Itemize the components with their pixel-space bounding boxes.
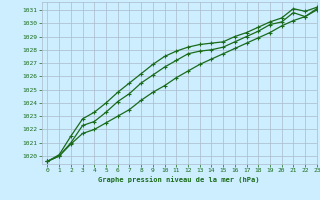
X-axis label: Graphe pression niveau de la mer (hPa): Graphe pression niveau de la mer (hPa)	[99, 176, 260, 183]
